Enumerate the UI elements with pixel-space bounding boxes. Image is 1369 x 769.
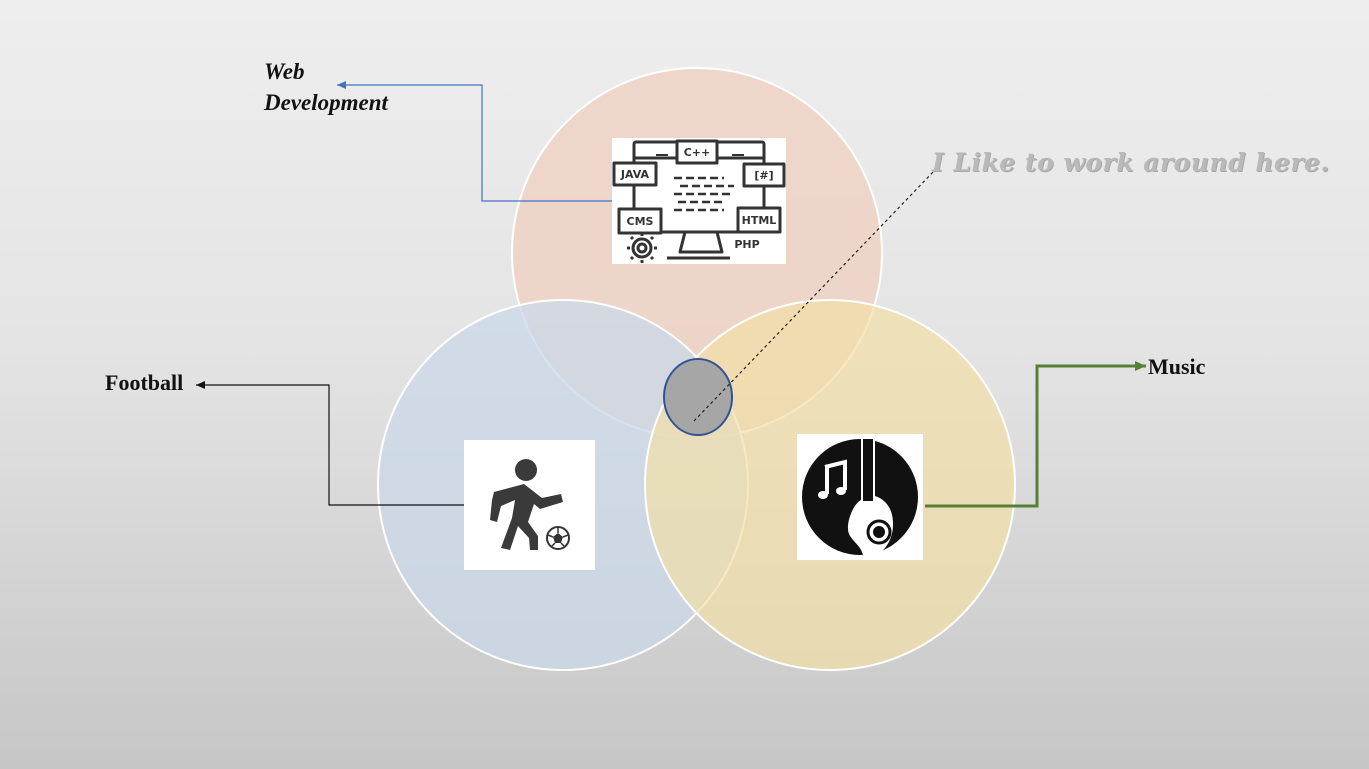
java-text: JAVA [620, 168, 650, 181]
cms-text: CMS [627, 215, 654, 228]
web-label-line1: Web [264, 59, 305, 84]
php-text: PHP [734, 238, 759, 251]
web-development-label: Web Development [264, 56, 388, 118]
music-guitar-icon [797, 434, 923, 560]
html-text: HTML [742, 214, 777, 227]
web-arrow [337, 81, 614, 202]
music-guitar-icon-svg [802, 439, 918, 555]
football-arrow [196, 381, 466, 506]
web-development-icon: C++ JAVA [#] CMS HTML PHP [612, 138, 786, 264]
web-label-line2: Development [264, 90, 388, 115]
center-intersection [663, 358, 733, 436]
music-label: Music [1148, 354, 1206, 379]
csharp-text: [#] [754, 169, 773, 182]
note-pointer-line [693, 169, 936, 422]
web-development-icon-svg: C++ JAVA [#] CMS HTML PHP [612, 139, 786, 263]
football-player-icon-svg [490, 459, 570, 550]
cpp-text: C++ [684, 146, 711, 159]
music-arrow [925, 361, 1146, 508]
football-player-icon [464, 440, 595, 570]
note-label: I Like to work around here. [932, 148, 1330, 177]
football-label: Football [105, 370, 184, 395]
